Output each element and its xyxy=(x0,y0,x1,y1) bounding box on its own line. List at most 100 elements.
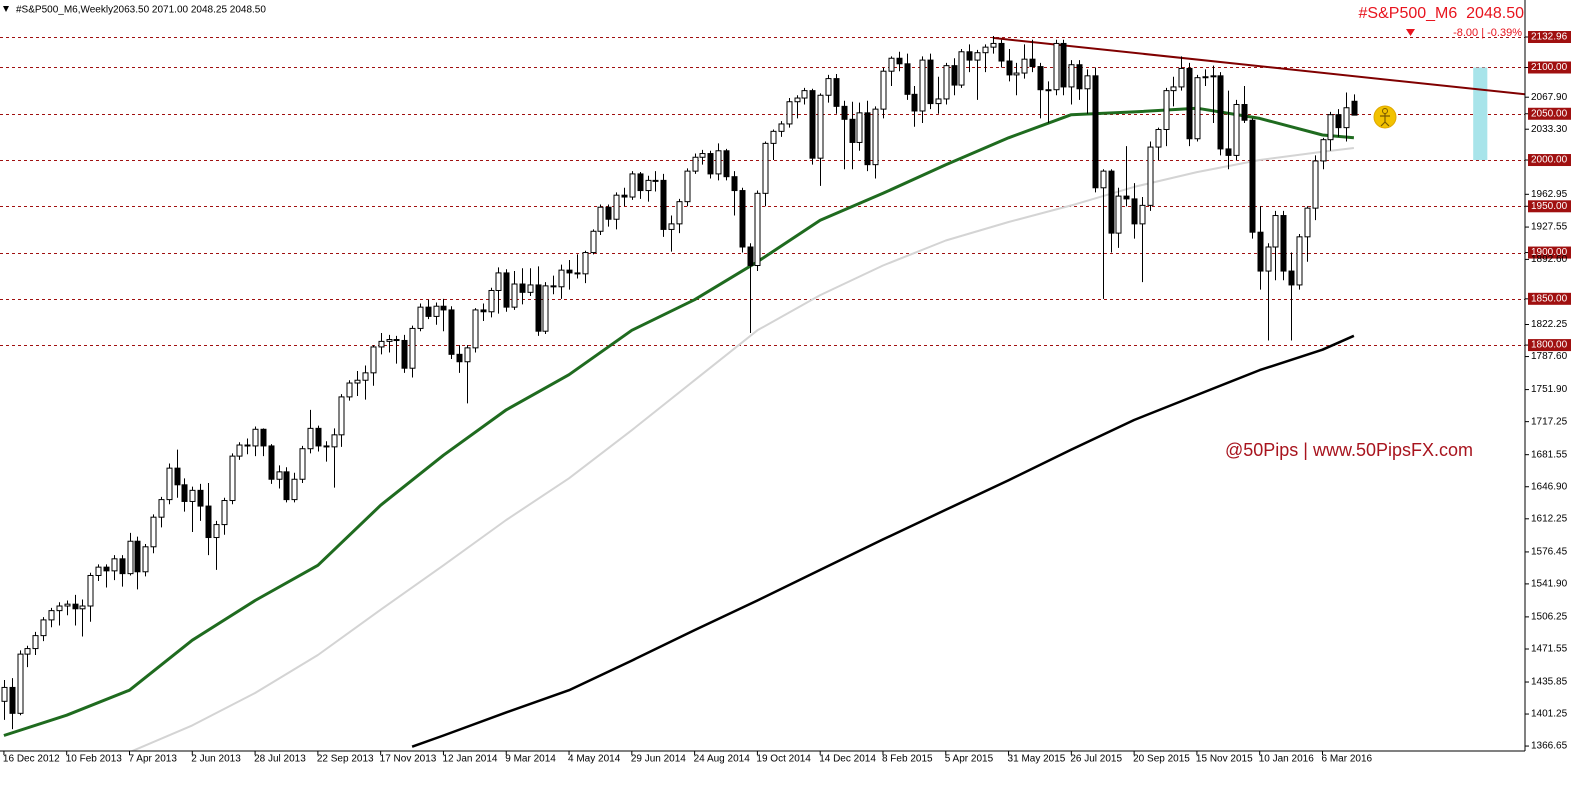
candle-body xyxy=(495,272,502,291)
candle-body xyxy=(197,489,204,507)
candle-body xyxy=(1351,100,1358,116)
candle-body xyxy=(56,605,63,612)
candle-body xyxy=(676,201,683,225)
candle-body xyxy=(1013,72,1020,76)
x-tick-label: 15 Nov 2015 xyxy=(1196,754,1253,765)
x-tick-label: 14 Dec 2014 xyxy=(819,754,876,765)
zone xyxy=(1473,67,1488,161)
expert-icon xyxy=(1373,105,1397,129)
candle-body xyxy=(1233,104,1240,156)
candle-body xyxy=(1265,246,1272,272)
menu-icon xyxy=(3,6,9,12)
y-tick-label: 1787.60 xyxy=(1531,351,1568,362)
candle-body xyxy=(79,605,86,610)
candle-body xyxy=(127,540,134,575)
candle-body xyxy=(307,427,314,450)
y-tick-label: 1401.25 xyxy=(1531,709,1568,720)
candle-body xyxy=(794,97,801,103)
candle-body xyxy=(747,246,754,267)
x-tick-label: 10 Feb 2013 xyxy=(66,754,123,765)
candle-body xyxy=(229,455,236,502)
x-tick-label: 19 Oct 2014 xyxy=(756,754,811,765)
candles-layer xyxy=(1,36,1358,730)
line xyxy=(992,36,1525,96)
candle-body xyxy=(715,150,722,175)
zone-layer xyxy=(1473,67,1488,161)
y-tick-label: 1900.00 xyxy=(1531,247,1568,258)
candle-body xyxy=(668,223,675,230)
candle-body xyxy=(1202,76,1209,79)
candle-body xyxy=(935,98,942,105)
y-tick-label: 1471.55 xyxy=(1531,644,1568,655)
candle-body xyxy=(1021,58,1028,74)
candle-body xyxy=(1186,67,1193,140)
candle-body xyxy=(119,558,126,575)
x-tick-label: 6 Mar 2016 xyxy=(1322,754,1373,765)
y-tick-label-box xyxy=(1528,61,1571,74)
quote-change: -8.00 | -0.39% xyxy=(1453,27,1522,39)
candle-body xyxy=(1084,75,1091,90)
y-tick-label: 2132.96 xyxy=(1531,32,1568,43)
lines-layer xyxy=(3,36,1525,751)
candle-body xyxy=(990,42,997,48)
candle-body xyxy=(338,396,345,436)
candle-body xyxy=(904,63,911,95)
candle-body xyxy=(315,427,322,447)
candle-body xyxy=(919,59,926,112)
candle-body xyxy=(927,59,934,105)
candle-body xyxy=(1060,42,1067,88)
candle-body xyxy=(1327,114,1334,141)
y-tick-label-box xyxy=(1528,107,1571,120)
candle-body xyxy=(645,179,652,192)
y-tick-label: 1646.90 xyxy=(1531,481,1568,492)
x-tick-label: 16 Dec 2012 xyxy=(3,754,60,765)
candle-body xyxy=(1249,119,1256,233)
candle-body xyxy=(503,272,510,308)
candle-body xyxy=(550,285,557,288)
candle-body xyxy=(833,78,840,107)
candle-body xyxy=(958,51,965,86)
candle-body xyxy=(1115,195,1122,234)
candle-body xyxy=(1170,86,1177,92)
candle-body xyxy=(40,619,47,637)
candle-body xyxy=(354,379,361,384)
y-tick-label: 1962.95 xyxy=(1531,189,1568,200)
candle-body xyxy=(1312,160,1319,209)
candle-body xyxy=(472,309,479,349)
candle-body xyxy=(896,57,903,65)
candle-body xyxy=(103,566,110,572)
candle-body xyxy=(872,108,879,166)
candle-body xyxy=(346,382,353,398)
candle-body xyxy=(244,444,251,447)
candle-body xyxy=(762,142,769,194)
candle-body xyxy=(527,284,534,293)
candle-body xyxy=(778,123,785,132)
candle-body xyxy=(1304,207,1311,238)
candle-body xyxy=(386,339,393,342)
candle-body xyxy=(801,90,808,99)
candle-body xyxy=(825,78,832,96)
candle-body xyxy=(849,118,856,143)
candle-body xyxy=(621,194,628,198)
y-tick-label: 1717.25 xyxy=(1531,416,1568,427)
candle-body xyxy=(464,347,471,363)
y-tick-label: 2050.00 xyxy=(1531,108,1568,119)
candle-body xyxy=(409,327,416,369)
candle-body xyxy=(652,179,659,182)
candle-body xyxy=(189,489,196,502)
candle-body xyxy=(1068,64,1075,88)
candle-body xyxy=(72,603,79,610)
y-tick-label-box xyxy=(1528,31,1571,44)
candle-body xyxy=(1210,75,1217,78)
x-tick-label: 24 Aug 2014 xyxy=(694,754,751,765)
candle-body xyxy=(864,112,871,166)
candle-body xyxy=(1123,195,1130,200)
candle-body xyxy=(1092,75,1099,189)
candle-body xyxy=(488,289,495,313)
candle-body xyxy=(440,305,447,311)
candle-body xyxy=(17,653,24,714)
candle-body xyxy=(535,284,542,332)
candle-body xyxy=(48,610,55,621)
candle-body xyxy=(982,46,989,54)
candle-body xyxy=(64,603,71,607)
